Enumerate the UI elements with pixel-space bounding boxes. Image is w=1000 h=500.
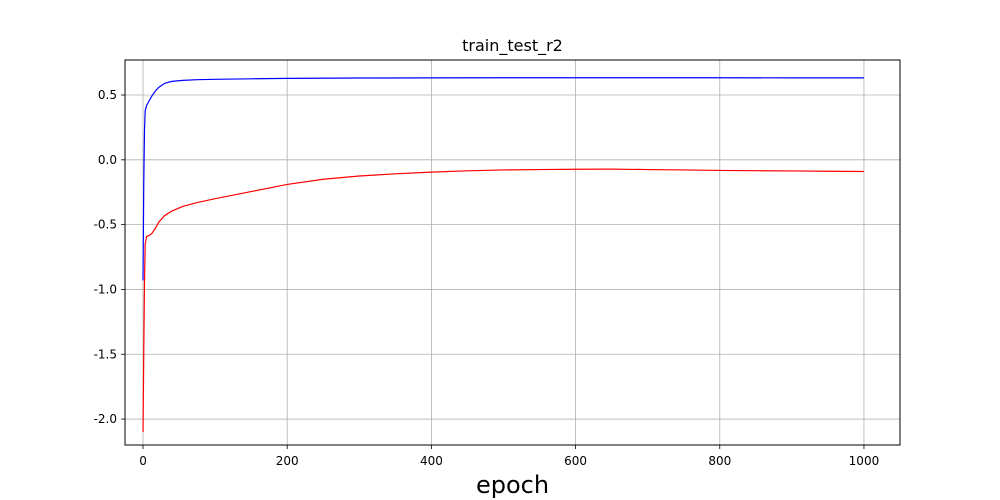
x-tick-label: 400: [420, 454, 443, 468]
series-lines: [142, 77, 864, 433]
x-tick-label: 200: [276, 454, 299, 468]
x-axis-label: epoch: [476, 471, 549, 499]
blue-series-line: [142, 77, 864, 281]
plot-frame: [124, 59, 901, 446]
x-tick-label: 600: [564, 454, 587, 468]
chart-title: train_test_r2: [462, 36, 563, 56]
y-tick-label: -2.0: [94, 412, 117, 426]
axis-ticks: 0 200 400 600 800 1000 -2.0 -1.5 -1.0 -0.5 0.0 0.5: [94, 88, 880, 468]
y-tick-label: -0.5: [94, 218, 117, 232]
y-tick-label: 0.0: [98, 153, 117, 167]
x-tick-label: 800: [708, 454, 731, 468]
y-tick-label: 0.5: [98, 88, 117, 102]
x-tick-label: 0: [139, 454, 147, 468]
x-tick-label: 1000: [849, 454, 880, 468]
y-tick-label: -1.0: [94, 282, 117, 296]
y-tick-label: -1.5: [94, 347, 117, 361]
red-series-line: [142, 168, 864, 433]
grid: [125, 60, 900, 445]
